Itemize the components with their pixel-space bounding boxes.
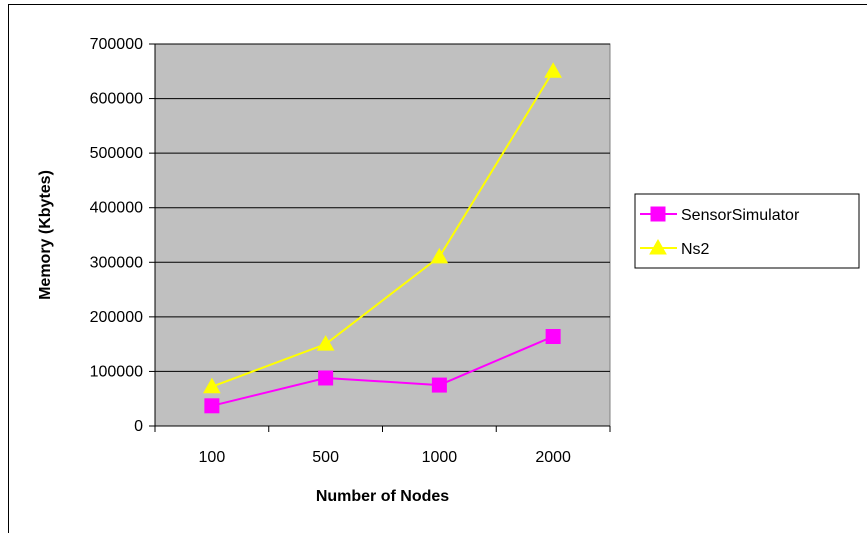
data-point-triangle [430,247,449,264]
y-tick-label: 700000 [90,36,143,53]
series-line [211,335,554,407]
x-tick-label: 500 [312,449,339,466]
y-tick-label: 100000 [90,363,143,380]
y-tick-label: 300000 [90,254,143,271]
x-axis-ticks: 100 500 1000 2000 [154,426,611,466]
x-tick-label: 2000 [535,449,571,466]
y-axis-ticks: 0 100000 200000 300000 400000 500000 600000 700… [90,36,155,435]
series-ns2 [203,62,562,394]
gridlines [155,43,610,372]
y-axis-title: Memory (Kbytes) [37,170,54,300]
y-tick-label: 0 [134,418,143,435]
legend-label: SensorSimulator [681,207,800,224]
series-line [211,70,554,388]
data-point-triangle [316,335,335,351]
legend-label: Ns2 [681,241,710,258]
chart-frame [8,4,867,533]
data-point-square [204,398,220,414]
x-tick-label: 1000 [422,449,458,466]
data-point-square [318,370,334,386]
data-point-square [545,329,561,345]
y-tick-label: 400000 [90,200,143,217]
data-point-triangle [544,62,562,78]
x-axis-title: Number of Nodes [316,488,449,505]
y-tick-label: 200000 [90,309,143,326]
series-layer [203,62,562,414]
x-tick-label: 100 [199,449,226,466]
legend-item: Ns2 [640,238,710,258]
data-point-square [650,206,666,222]
legend: SensorSimulator Ns2 [634,193,860,269]
series-sensorsimulator [204,329,561,414]
plot-area [154,43,611,427]
legend-box [634,193,860,269]
y-tick-label: 600000 [90,91,143,108]
y-tick-label: 500000 [90,145,143,162]
data-point-triangle [649,238,667,255]
data-point-square [431,377,447,393]
data-point-triangle [203,377,221,394]
legend-item: SensorSimulator [640,206,800,224]
